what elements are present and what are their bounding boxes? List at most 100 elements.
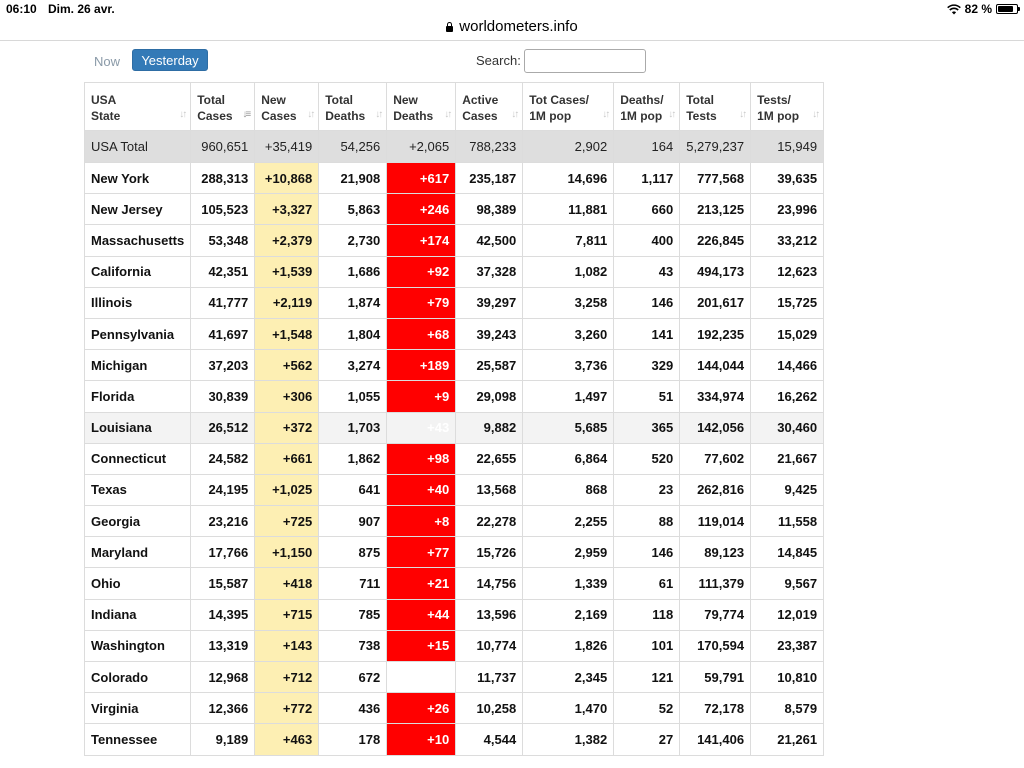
new-deaths-cell: +246: [386, 193, 457, 226]
address-bar[interactable]: worldometers.info: [0, 14, 1024, 39]
total-tests-cell: 777,568: [679, 161, 752, 195]
total-deaths-cell: 1,055: [318, 380, 388, 413]
total-deaths-cell: 672: [318, 660, 388, 694]
table-row: Florida 30,839 +306 1,055 +9 29,098 1,497 51 334…: [83, 380, 825, 413]
tests-per-million-cell: 16,262: [750, 380, 825, 413]
total-tests-cell: 5,279,237: [679, 130, 752, 163]
column-header-label: Total: [686, 93, 714, 107]
deaths-per-million-cell: 146: [613, 536, 681, 569]
total-cases-cell: 17,766: [190, 536, 256, 569]
cases-per-million-cell: 1,497: [522, 380, 615, 413]
active-cases-cell: 25,587: [455, 349, 524, 382]
new-cases-cell: +715: [254, 598, 320, 631]
tests-per-million-cell: 9,425: [750, 473, 825, 507]
new-deaths-cell: +8: [386, 505, 457, 538]
cases-per-million-cell: 3,260: [522, 317, 615, 351]
cases-per-million-cell: 1,382: [522, 723, 615, 756]
total-cases-cell: 42,351: [190, 255, 256, 288]
tests-per-million-cell: 30,460: [750, 411, 825, 444]
sort-icon: ↓↑: [179, 109, 187, 120]
new-cases-cell: +562: [254, 349, 320, 382]
deaths-per-million-cell: 660: [613, 193, 681, 226]
state-name-cell: Virginia: [83, 692, 192, 725]
sort-icon: ↓↑: [444, 109, 452, 120]
tests-per-million-cell: 14,466: [750, 349, 825, 382]
total-tests-cell: 142,056: [679, 411, 752, 444]
table-row: Ohio 15,587 +418 711 +21 14,756 1,339 61 111,379…: [83, 567, 825, 600]
total-cases-cell: 15,587: [190, 567, 256, 600]
state-name-cell: USA Total: [83, 130, 192, 163]
table-row: Illinois 41,777 +2,119 1,874 +79 39,297 3,258 1…: [83, 286, 825, 319]
search-input[interactable]: [524, 49, 646, 73]
column-header[interactable]: Tests/1M pop ↓↑: [750, 82, 825, 131]
cases-per-million-cell: 2,345: [522, 660, 615, 694]
total-cases-cell: 41,697: [190, 317, 256, 351]
sort-icon: ↓↑: [668, 109, 676, 120]
now-tab[interactable]: Now: [93, 53, 120, 69]
active-cases-cell: 22,655: [455, 442, 524, 475]
total-cases-cell: 30,839: [190, 380, 256, 413]
tests-per-million-cell: 10,810: [750, 660, 825, 694]
tests-per-million-cell: 11,558: [750, 505, 825, 538]
status-right: 82 %: [946, 2, 1020, 16]
yesterday-tab[interactable]: Yesterday: [132, 49, 208, 71]
column-header[interactable]: Total Deaths ↓↑: [318, 82, 388, 131]
active-cases-cell: 4,544: [455, 723, 524, 756]
tests-per-million-cell: 9,567: [750, 567, 825, 600]
total-deaths-cell: 3,274: [318, 349, 388, 382]
status-bar: 06:10 Dim. 26 avr. 82 %: [0, 0, 1024, 20]
column-header[interactable]: Total Cases ↓≡: [190, 82, 256, 131]
total-cases-cell: 23,216: [190, 505, 256, 538]
total-deaths-cell: 1,874: [318, 286, 388, 319]
total-deaths-cell: 1,804: [318, 317, 388, 351]
active-cases-cell: 11,737: [455, 660, 524, 694]
wifi-icon: [946, 3, 961, 14]
new-cases-cell: +2,379: [254, 224, 320, 257]
deaths-per-million-cell: 27: [613, 723, 681, 756]
state-name-cell: Texas: [83, 473, 192, 507]
cases-per-million-cell: 1,826: [522, 629, 615, 663]
cases-per-million-cell: 2,959: [522, 536, 615, 569]
new-cases-cell: +1,539: [254, 255, 320, 288]
column-header-label: Cases: [261, 109, 297, 123]
sort-icon: ↓↑: [307, 109, 315, 120]
new-deaths-cell: +77: [386, 536, 457, 569]
total-deaths-cell: 1,703: [318, 411, 388, 444]
column-header[interactable]: Active Cases ↓↑: [455, 82, 524, 131]
column-header[interactable]: USA State ↓↑: [83, 82, 192, 131]
total-cases-cell: 960,651: [190, 130, 256, 163]
tests-per-million-cell: 23,996: [750, 193, 825, 226]
total-tests-cell: 119,014: [679, 505, 752, 538]
column-header[interactable]: New Cases ↓↑: [254, 82, 320, 131]
sort-icon: ↓↑: [602, 109, 610, 120]
total-deaths-cell: 54,256: [318, 130, 388, 163]
tests-per-million-cell: 12,019: [750, 598, 825, 631]
table-row: Louisiana 26,512 +372 1,703 +43 9,882 5,685 365…: [83, 411, 825, 444]
new-deaths-cell: +174: [386, 224, 457, 257]
cases-per-million-cell: 2,902: [522, 130, 615, 163]
battery-percent: 82 %: [964, 2, 992, 16]
search-label: Search:: [476, 53, 521, 68]
tests-per-million-cell: 12,623: [750, 255, 825, 288]
tests-per-million-cell: 33,212: [750, 224, 825, 257]
state-name-cell: California: [83, 255, 192, 288]
deaths-per-million-cell: 329: [613, 349, 681, 382]
new-deaths-cell: +9: [386, 380, 457, 413]
column-header-label: State: [91, 109, 121, 123]
state-name-cell: Pennsylvania: [83, 317, 192, 351]
status-time: 06:10: [6, 2, 37, 16]
deaths-per-million-cell: 118: [613, 598, 681, 631]
column-header[interactable]: Total Tests ↓↑: [679, 82, 752, 131]
active-cases-cell: 98,389: [455, 193, 524, 226]
cases-per-million-cell: 1,470: [522, 692, 615, 725]
table-row: Maryland 17,766 +1,150 875 +77 15,726 2,959 146…: [83, 536, 825, 569]
table-row: Washington 13,319 +143 738 +15 10,774 1,826 101…: [83, 629, 825, 663]
total-cases-cell: 53,348: [190, 224, 256, 257]
column-header[interactable]: Deaths/1M pop ↓↑: [613, 82, 681, 131]
new-deaths-cell: +189: [386, 349, 457, 382]
cases-per-million-cell: 2,255: [522, 505, 615, 538]
column-header[interactable]: Tot Cases/1M pop ↓↑: [522, 82, 615, 131]
state-name-cell: Illinois: [83, 286, 192, 319]
column-header[interactable]: New Deaths ↓↑: [386, 82, 457, 131]
column-header-label: 1M pop: [620, 109, 663, 123]
